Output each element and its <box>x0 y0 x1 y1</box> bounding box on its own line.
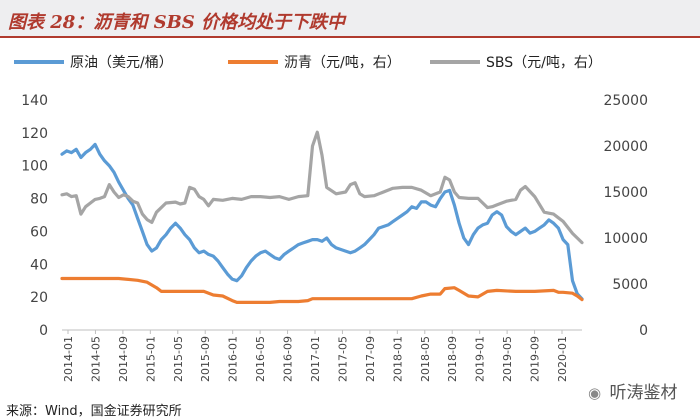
x-tick-label: 2014-09 <box>117 336 130 382</box>
x-axis: 2014-01 2014-05 2014-09 2015-01 2015-05 2015-… <box>62 330 569 382</box>
series-lines <box>60 130 584 304</box>
source-note: 来源：Wind，国金证券研究所 <box>6 404 182 419</box>
right-tick-label: 10000 <box>603 231 648 247</box>
left-tick-label: 100 <box>21 159 48 175</box>
title-bar: 图表 28：沥青和 SBS 价格均处于下跌中 <box>0 0 700 38</box>
x-tick-label: 2016-05 <box>254 336 267 382</box>
x-tick-label: 2020-01 <box>556 336 569 382</box>
right-tick-label: 5000 <box>612 277 648 293</box>
wechat-bubble-icon: ◉ <box>588 384 602 402</box>
x-tick-label: 2018-05 <box>419 336 432 382</box>
x-tick-label: 2017-05 <box>336 336 349 382</box>
watermark: ◉ 听涛鉴材 <box>588 378 678 403</box>
chart-area: 原油（美元/桶） 沥青（元/吨，右） SBS（元/吨，右） 0 20 40 60 80 100… <box>14 55 648 382</box>
left-tick-label: 120 <box>21 126 48 142</box>
right-tick-label: 0 <box>639 323 648 339</box>
watermark-text: 听涛鉴材 <box>609 383 678 403</box>
right-axis: 0 5000 10000 15000 20000 25000 <box>603 93 648 339</box>
legend-label-1: 原油（美元/桶） <box>70 55 173 71</box>
x-tick-label: 2015-09 <box>199 336 212 382</box>
x-tick-label: 2017-01 <box>309 336 322 382</box>
right-tick-label: 15000 <box>603 185 648 201</box>
left-tick-label: 140 <box>21 93 48 109</box>
left-tick-label: 80 <box>30 192 48 208</box>
right-tick-label: 25000 <box>603 93 648 109</box>
right-tick-label: 20000 <box>603 139 648 155</box>
x-tick-label: 2019-09 <box>529 336 542 382</box>
series-line-3 <box>60 130 584 245</box>
chart-title: 图表 28：沥青和 SBS 价格均处于下跌中 <box>8 12 346 33</box>
legend-label-3: SBS（元/吨，右） <box>486 55 602 71</box>
x-tick-label: 2018-09 <box>446 336 459 382</box>
x-tick-label: 2019-05 <box>501 336 514 382</box>
legend: 原油（美元/桶） 沥青（元/吨，右） SBS（元/吨，右） <box>14 55 602 71</box>
x-tick-label: 2016-09 <box>282 336 295 382</box>
legend-label-2: 沥青（元/吨，右） <box>284 55 401 71</box>
x-tick-label: 2015-05 <box>172 336 185 382</box>
series-line-1 <box>60 142 584 301</box>
x-tick-label: 2015-01 <box>144 336 157 382</box>
left-axis: 0 20 40 60 80 100 120 140 <box>21 93 582 339</box>
x-tick-label: 2017-09 <box>364 336 377 382</box>
x-tick-label: 2014-01 <box>62 336 75 382</box>
left-tick-label: 20 <box>30 290 48 306</box>
series-line-2 <box>60 276 584 304</box>
x-tick-label: 2014-05 <box>89 336 102 382</box>
left-tick-label: 40 <box>30 257 48 273</box>
x-tick-label: 2018-01 <box>391 336 404 382</box>
x-tick-label: 2019-01 <box>474 336 487 382</box>
left-tick-label: 0 <box>39 323 48 339</box>
left-tick-label: 60 <box>30 224 48 240</box>
x-tick-label: 2016-01 <box>227 336 240 382</box>
